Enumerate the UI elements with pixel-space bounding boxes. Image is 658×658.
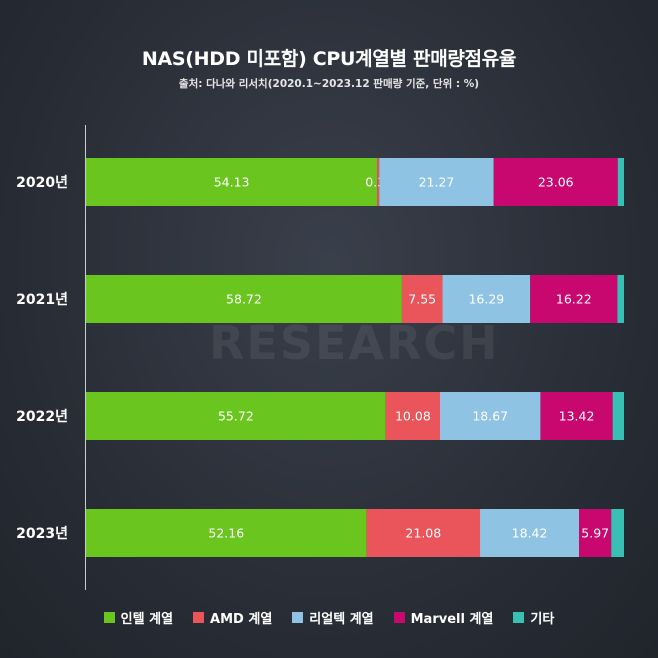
bar-segment (379, 158, 494, 206)
data-label: 52.16 (208, 526, 244, 541)
bar-segment (612, 392, 624, 440)
legend-label: 리얼텍 계열 (309, 611, 374, 627)
legend-item: 리얼텍 계열 (292, 608, 374, 627)
legend-item: AMD 계열 (193, 608, 272, 627)
bar-segment (86, 275, 402, 323)
category-label: 2020년 (16, 175, 68, 191)
data-label: 7.55 (408, 292, 436, 307)
data-label: 16.29 (468, 292, 504, 307)
legend-label: Marvell 계열 (410, 611, 494, 627)
data-label: 21.27 (419, 175, 455, 190)
data-label: 23.06 (538, 175, 574, 190)
bar-segment (617, 275, 624, 323)
data-label: 5.97 (581, 526, 609, 541)
bar-segment (401, 275, 443, 323)
data-label: 10.08 (395, 409, 431, 424)
bar-segment (540, 392, 613, 440)
bar-segment (611, 509, 624, 557)
bar-segment (86, 509, 367, 557)
category-label: 2021년 (16, 292, 68, 308)
data-label: 55.72 (218, 409, 254, 424)
data-label: 16.22 (556, 292, 592, 307)
legend-swatch (103, 611, 115, 623)
legend-swatch (393, 611, 405, 623)
category-label: 2023년 (16, 526, 68, 542)
bar-segment (530, 275, 618, 323)
data-label: 18.42 (512, 526, 548, 541)
bar-segment (385, 392, 441, 440)
bar-segment (366, 509, 481, 557)
legend-label: AMD 계열 (210, 611, 273, 627)
bar-segment (579, 509, 612, 557)
bar-segment (617, 158, 624, 206)
legend-label: 인텔 계열 (120, 611, 174, 627)
legend-label: 기타 (530, 611, 555, 627)
chart-subtitle: 출처: 다나와 리서치(2020.1~2023.12 판매량 기준, 단위 : … (178, 78, 480, 90)
data-label: 58.72 (226, 292, 262, 307)
bar-segment (493, 158, 618, 206)
legend-swatch (292, 611, 304, 623)
legend-item: 기타 (513, 608, 554, 627)
data-label: 13.42 (559, 409, 595, 424)
category-label: 2022년 (16, 409, 68, 425)
data-label: 54.13 (214, 175, 250, 190)
legend-swatch (513, 611, 525, 623)
legend: 인텔 계열 AMD 계열 리얼텍 계열 Marvell 계열 기타 (0, 605, 658, 629)
watermark-bottom-text: RESEARCH (209, 316, 500, 370)
chart-title: NAS(HDD 미포함) CPU계열별 판매량점유율 (141, 48, 517, 70)
bar-segment (86, 158, 378, 206)
bar-segment (377, 158, 380, 206)
bar-segment (480, 509, 580, 557)
data-label: 18.67 (472, 409, 508, 424)
legend-item: 인텔 계열 (103, 608, 174, 627)
bar-segment (440, 392, 541, 440)
data-label: 21.08 (405, 526, 441, 541)
bar-segment (86, 392, 386, 440)
legend-item: Marvell 계열 (393, 608, 494, 627)
legend-swatch (193, 611, 205, 623)
bar-segment (442, 275, 531, 323)
